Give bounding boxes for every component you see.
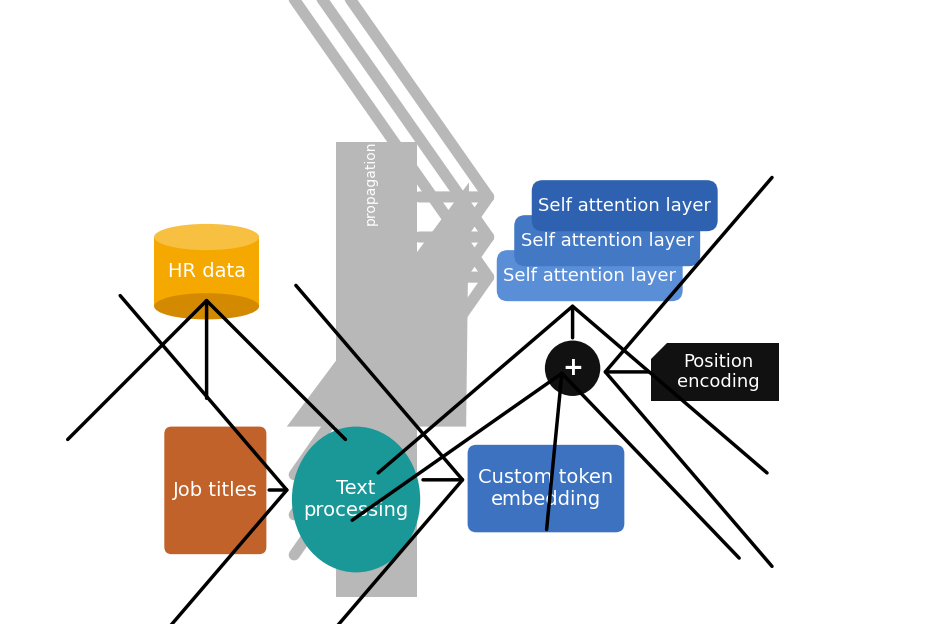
Ellipse shape [292, 427, 420, 572]
Text: Text
processing: Text processing [303, 479, 409, 520]
FancyBboxPatch shape [497, 250, 682, 301]
Bar [336, 142, 417, 597]
Text: HR data: HR data [168, 262, 245, 281]
Text: Position
encoding: Position encoding [678, 353, 760, 391]
FancyBboxPatch shape [165, 427, 267, 554]
Ellipse shape [154, 293, 259, 319]
FancyBboxPatch shape [514, 215, 700, 266]
Bar [154, 237, 259, 306]
FancyBboxPatch shape [468, 445, 624, 532]
Polygon shape [651, 343, 779, 401]
FancyBboxPatch shape [532, 180, 718, 232]
Text: Self attention layer: Self attention layer [504, 266, 676, 285]
Text: Self attention layer: Self attention layer [520, 232, 694, 250]
Text: Custom token
embedding: Custom token embedding [478, 468, 613, 509]
Polygon shape [286, 182, 469, 597]
Text: +: + [563, 356, 583, 380]
Circle shape [545, 341, 600, 396]
Text: Job titles: Job titles [173, 481, 257, 500]
Ellipse shape [154, 224, 259, 250]
Text: propagation: propagation [363, 140, 377, 225]
Text: Self attention layer: Self attention layer [538, 197, 711, 215]
